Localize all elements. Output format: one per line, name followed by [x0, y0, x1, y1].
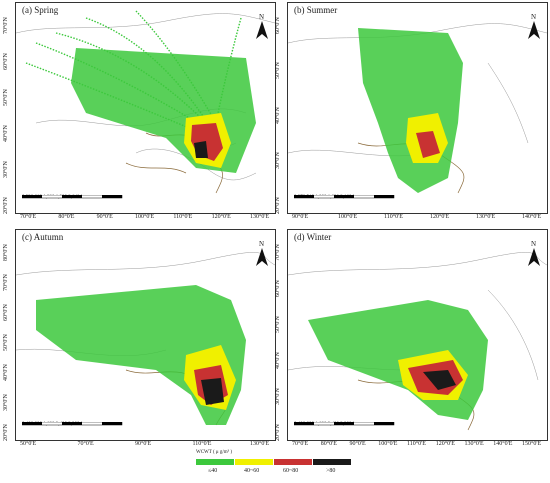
scale-bar: 0 330 660 1,320 1,980 2,640 km: [22, 195, 123, 200]
lon-tick-label: 50°0'E: [20, 441, 37, 447]
panel-title: (d) Winter: [292, 232, 334, 242]
lat-tick-label: 70°0'N: [3, 274, 9, 291]
lon-tick-label: 140°0'E: [493, 441, 513, 447]
north-arrow-icon: N: [526, 240, 542, 268]
lon-tick-label: 70°0'E: [77, 441, 94, 447]
spring-map-canvas: [16, 10, 275, 194]
lat-tick-label: 20°0'N: [275, 197, 281, 214]
lat-tick-label: 60°0'N: [275, 280, 281, 297]
lat-tick-label: 30°0'N: [275, 388, 281, 405]
lon-tick-label: 130°0'E: [250, 214, 270, 220]
legend-swatch-2: [235, 459, 273, 465]
scale-bar: 0 270 540 1,080 1,620 2,160 km: [294, 195, 395, 200]
legend-label-3: 60~80: [283, 468, 299, 474]
lat-tick-label: 40°0'N: [275, 352, 281, 369]
lon-tick-label: 90°0'E: [349, 441, 366, 447]
lat-tick-label: 30°0'N: [3, 394, 9, 411]
panel-title: (a) Spring: [20, 5, 61, 15]
lat-tick-label: 60°0'N: [3, 304, 9, 321]
lon-tick-label: 70°0'E: [292, 441, 309, 447]
lat-tick-label: 20°0'N: [3, 424, 9, 441]
lat-tick-label: 50°0'N: [275, 316, 281, 333]
lon-tick-label: 100°0'E: [378, 441, 398, 447]
legend-label-1: ≤40: [208, 468, 218, 474]
lat-tick-label: 20°0'N: [3, 197, 9, 214]
lat-tick-label: 30°0'N: [3, 161, 9, 178]
legend-label-2: 40~60: [244, 468, 260, 474]
winter-map-canvas: [288, 252, 547, 431]
lon-tick-label: 90°0'E: [292, 214, 309, 220]
autumn-map-canvas: [16, 252, 275, 426]
map-panel-summer: (b) Summer N 0 270 540 1,080 1,620 2,160…: [287, 2, 548, 214]
north-arrow-icon: N: [526, 13, 542, 41]
north-arrow-icon: N: [254, 13, 270, 41]
map-panel-spring: (a) Spring N 0 330 660 1,320 1,980 2,640…: [15, 2, 276, 214]
lat-tick-label: 50°0'N: [3, 89, 9, 106]
legend-title: WCWT ( μ g/m³ ): [196, 450, 233, 455]
lon-tick-label: 120°0'E: [430, 214, 450, 220]
lat-tick-label: 70°0'N: [3, 17, 9, 34]
lat-tick-label: 20°0'N: [275, 424, 281, 441]
lat-tick-label: 80°0'N: [3, 244, 9, 261]
scale-bar: 0 400 800 1,600 2,400 3,200 km: [294, 422, 395, 427]
lat-tick-label: 60°0'N: [3, 53, 9, 70]
lat-tick-label: 70°0'N: [275, 244, 281, 261]
legend-swatch-4: [313, 459, 351, 465]
lon-tick-label: 120°0'E: [435, 441, 455, 447]
summer-map-canvas: [288, 23, 547, 194]
lon-tick-label: 110°0'E: [384, 214, 403, 220]
lon-tick-label: 80°0'E: [320, 441, 337, 447]
legend-swatch-1: [196, 459, 234, 465]
map-panel-autumn: (c) Autumn N 0 400 800 1,600 2,400 3,200…: [15, 229, 276, 441]
legend-label-4: >80: [326, 468, 336, 474]
lon-tick-label: 130°0'E: [476, 214, 496, 220]
lat-tick-label: 40°0'N: [3, 125, 9, 142]
north-arrow-icon: N: [254, 240, 270, 268]
lon-tick-label: 140°0'E: [522, 214, 542, 220]
lon-tick-label: 100°0'E: [338, 214, 358, 220]
map-panel-winter: (d) Winter N 0 400 800 1,600 2,400 3,200…: [287, 229, 548, 441]
legend: WCWT ( μ g/m³ ) ≤40 40~60 60~80 >80: [196, 450, 353, 479]
lon-tick-label: 110°0'E: [192, 441, 212, 447]
lon-tick-label: 80°0'E: [58, 214, 75, 220]
lat-tick-label: 40°0'N: [275, 107, 281, 124]
lon-tick-label: 100°0'E: [135, 214, 155, 220]
panel-title: (c) Autumn: [20, 232, 66, 242]
legend-swatch-3: [274, 459, 312, 465]
lat-tick-label: 30°0'N: [275, 152, 281, 169]
lat-tick-label: 40°0'N: [3, 364, 9, 381]
panel-title: (b) Summer: [292, 5, 340, 15]
lat-tick-label: 50°0'N: [275, 62, 281, 79]
lon-tick-label: 90°0'E: [96, 214, 113, 220]
lon-tick-label: 110°0'E: [407, 441, 426, 447]
lon-tick-label: 130°0'E: [250, 441, 270, 447]
lon-tick-label: 110°0'E: [173, 214, 193, 220]
lon-tick-label: 150°0'E: [522, 441, 542, 447]
lon-tick-label: 90°0'E: [135, 441, 152, 447]
lon-tick-label: 70°0'E: [20, 214, 37, 220]
lat-tick-label: 60°0'N: [275, 17, 281, 34]
lon-tick-label: 120°0'E: [211, 214, 231, 220]
lon-tick-label: 130°0'E: [464, 441, 484, 447]
lat-tick-label: 50°0'N: [3, 334, 9, 351]
scale-bar: 0 400 800 1,600 2,400 3,200 km: [22, 422, 123, 427]
